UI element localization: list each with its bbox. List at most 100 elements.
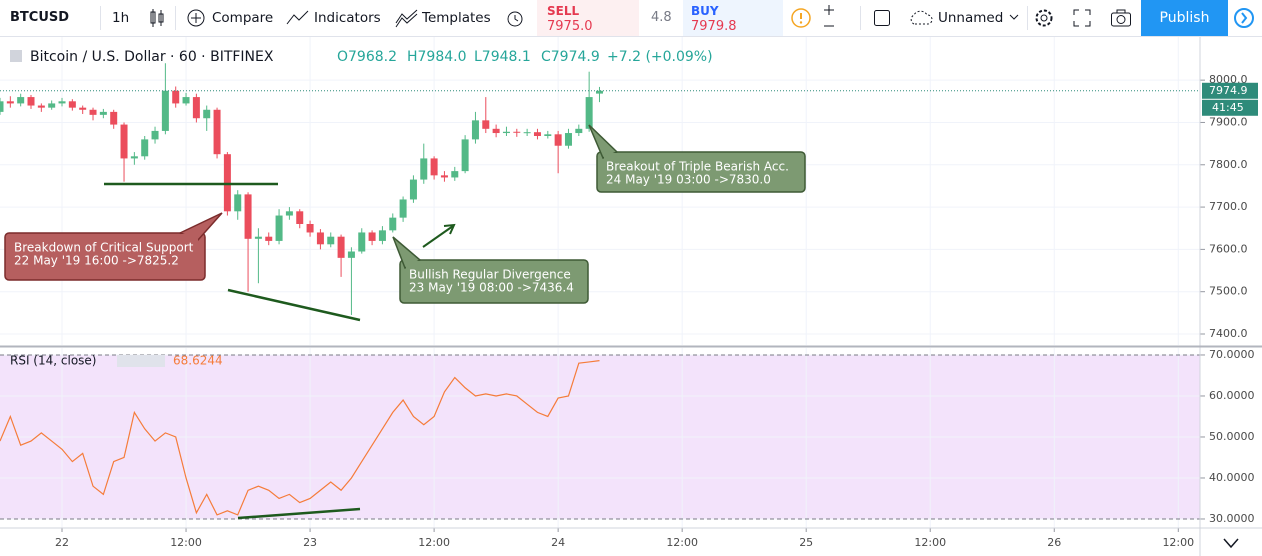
rsi-value: 68.6244 [173,354,223,368]
candle-body [203,109,211,119]
candle-body [182,97,190,104]
candle-body [430,158,438,176]
spread: 4.8 [651,10,672,25]
callout-text: Breakout of Triple Bearish Acc. [606,160,789,174]
templates-button[interactable]: Templates [422,10,491,26]
separator [100,6,101,30]
dropdown-icon[interactable] [1008,13,1020,23]
candle-body [275,215,283,241]
x-tick-label: 12:00 [666,536,698,549]
candle-body [502,131,510,134]
x-tick-label: 12:00 [1162,536,1194,549]
layout-name[interactable]: Unnamed [938,10,1004,26]
candle-body [389,217,397,231]
y-tick-label: 7500.0 [1209,285,1248,298]
candle-body [110,111,118,125]
sidebar-toggle[interactable] [1231,6,1257,30]
candle-body [327,236,335,245]
buy-price: 7979.8 [691,19,737,34]
candle-body [337,236,345,258]
sell-label: SELL [547,4,580,18]
candle-icon[interactable] [148,8,166,28]
symbol-icon [10,50,22,62]
candle-body [192,97,200,119]
snapshot-icon[interactable] [1110,8,1132,28]
callout-box [399,259,589,304]
x-tick-label: 26 [1047,536,1061,549]
candle-body [244,194,252,239]
arrow-line [422,225,454,248]
quote-value: H7984.0 [407,49,467,65]
y-tick-label: 7800.0 [1209,158,1248,171]
candle-body [79,107,87,110]
callout-box [596,151,806,193]
y-tick-label: 70.0000 [1209,348,1255,361]
candle-body [523,132,531,134]
candle-body [368,232,376,241]
y-tick-label: 7900.0 [1209,115,1248,128]
candle-body [492,128,500,134]
callout-box [4,232,206,281]
callout-text: 22 May '19 16:00 ->7825.2 [14,254,179,268]
sell-button[interactable]: SELL 7975.0 [537,0,639,36]
candle-body [399,199,407,218]
cloud-icon[interactable] [908,9,934,27]
compare-icon[interactable] [186,8,206,28]
candle-body [533,132,541,136]
buy-button[interactable]: BUY 7979.8 [683,0,783,36]
callout-seam [181,234,198,242]
publish-button[interactable]: Publish [1141,0,1228,36]
separator [1027,6,1028,30]
toolbar: BTCUSD 1h Compare Indicators Templates S… [0,0,1262,37]
y-tick-label: 7700.0 [1209,200,1248,213]
last-price-box [1202,82,1258,99]
candle-body [141,139,149,157]
sell-price: 7975.0 [547,19,593,34]
x-tick-label: 25 [799,536,813,549]
candle-body [316,232,324,245]
quote-value: C7974.9 [541,49,600,65]
info-icon[interactable] [790,7,812,29]
fullscreen-icon[interactable] [1072,8,1092,28]
settings-icon[interactable] [1033,7,1055,29]
indicators-icon[interactable] [286,8,310,28]
templates-icon[interactable] [395,8,419,28]
candle-body [347,251,355,258]
quote-value: O7968.2 [337,49,397,65]
indicators-button[interactable]: Indicators [314,10,381,26]
rsi-title: RSI (14, close) [10,354,96,368]
candle-body [285,211,293,216]
callout-seam [406,261,420,270]
separator [175,6,176,30]
zoom-icons[interactable] [822,2,836,34]
compare-button[interactable]: Compare [212,10,274,26]
candle-body [213,109,221,155]
interval[interactable]: 1h [112,10,130,26]
y-tick-label: 7400.0 [1209,327,1248,340]
alert-icon[interactable] [505,8,525,28]
candle-body [234,194,242,212]
candle-body [48,103,56,108]
x-tick-label: 23 [303,536,317,549]
quote-value: +7.2 (+0.09%) [607,49,713,65]
last-price-label: 7974.9 [1209,84,1248,97]
countdown: 41:45 [1212,101,1244,114]
rsi-trend-line [237,507,361,520]
candle-body [595,90,603,94]
candle-body [120,124,128,159]
x-tick-label: 12:00 [914,536,946,549]
candle-body [513,131,521,133]
candle-body [409,179,417,200]
y-tick-label: 50.0000 [1209,430,1255,443]
symbol[interactable]: BTCUSD [10,10,70,25]
candle-body [89,109,97,115]
candle-body [17,97,25,104]
buy-label: BUY [691,4,719,18]
candle-body [564,133,572,146]
layout-icon[interactable] [873,9,891,27]
candle-body [6,101,14,104]
callout-text: Breakdown of Critical Support [14,241,194,255]
y-tick-label: 7600.0 [1209,242,1248,255]
